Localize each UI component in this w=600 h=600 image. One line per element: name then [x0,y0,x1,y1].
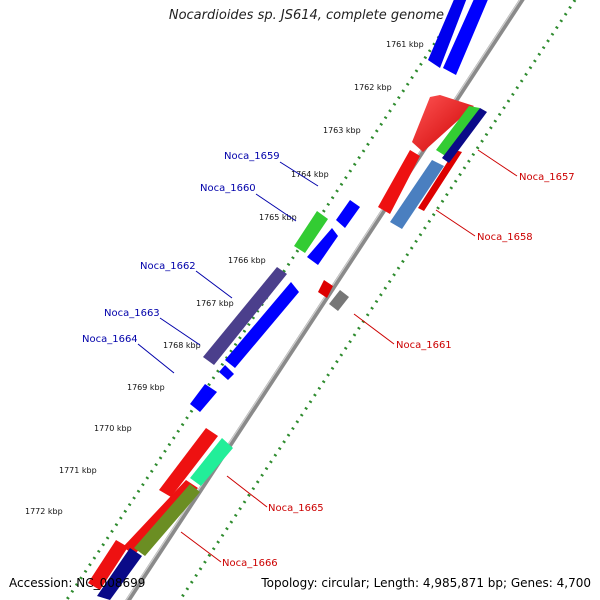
gene-feature [219,365,234,380]
leader-line [137,343,175,374]
gene-feature [378,150,420,214]
gene-feature [336,200,360,228]
kbp-label: 1772 kbp [25,507,63,516]
gene-feature [88,540,128,590]
gene-label-noca-1659[interactable]: Noca_1659 [224,151,280,162]
gene-feature [294,211,328,253]
kbp-label: 1767 kbp [196,299,234,308]
gene-label-noca-1666[interactable]: Noca_1666 [222,558,278,569]
gene-feature [436,106,480,157]
gene-feature [225,282,299,368]
gene-feature [443,0,488,75]
leader-line [279,161,319,187]
gene-feature [97,548,142,600]
leader-line [435,209,476,237]
kbp-label: 1768 kbp [163,341,201,350]
gene-feature [418,150,462,211]
gene-feature [412,95,474,152]
leader-line [226,475,268,508]
kbp-label: 1770 kbp [94,424,132,433]
gene-label-noca-1658[interactable]: Noca_1658 [477,232,533,243]
gene-feature [390,160,444,229]
gene-feature [159,428,218,497]
leader-line [477,149,518,177]
kbp-label: 1761 kbp [386,40,424,49]
map-title: Nocardioides sp. JS614, complete genome [168,8,444,23]
leader-line [180,531,222,563]
gene-feature [329,290,349,311]
leader-line [353,313,395,345]
gene-label-noca-1660[interactable]: Noca_1660 [200,183,256,194]
gene-label-noca-1665[interactable]: Noca_1665 [268,503,324,514]
kbp-label: 1764 kbp [291,170,329,179]
gene-feature [190,384,217,412]
leader-line [159,317,201,346]
kbp-label: 1769 kbp [127,383,165,392]
gene-feature [307,228,338,265]
kbp-label: 1771 kbp [59,466,97,475]
gene-feature [203,267,287,365]
leader-line [255,193,297,222]
gene-label-noca-1661[interactable]: Noca_1661 [396,340,452,351]
genome-backbone [125,0,525,600]
kbp-label: 1765 kbp [259,213,297,222]
gene-label-noca-1663[interactable]: Noca_1663 [104,308,160,319]
gene-label-noca-1662[interactable]: Noca_1662 [140,261,196,272]
kbp-label: 1763 kbp [323,126,361,135]
gene-feature [190,438,233,486]
accession-text: Accession: NC_008699 [9,576,146,590]
kbp-label: 1762 kbp [354,83,392,92]
genome-summary-text: Topology: circular; Length: 4,985,871 bp… [261,576,591,590]
gene-label-noca-1657[interactable]: Noca_1657 [519,172,575,183]
gene-feature [442,108,487,163]
kbp-label: 1766 kbp [228,256,266,265]
gene-feature [318,280,333,298]
gene-feature [134,484,200,556]
gene-label-noca-1664[interactable]: Noca_1664 [82,334,138,345]
leader-line [195,270,233,299]
gene-feature [428,0,467,68]
kbp-scale: 1761 kbp 1762 kbp 1763 kbp 1764 kbp 1765… [25,40,424,516]
